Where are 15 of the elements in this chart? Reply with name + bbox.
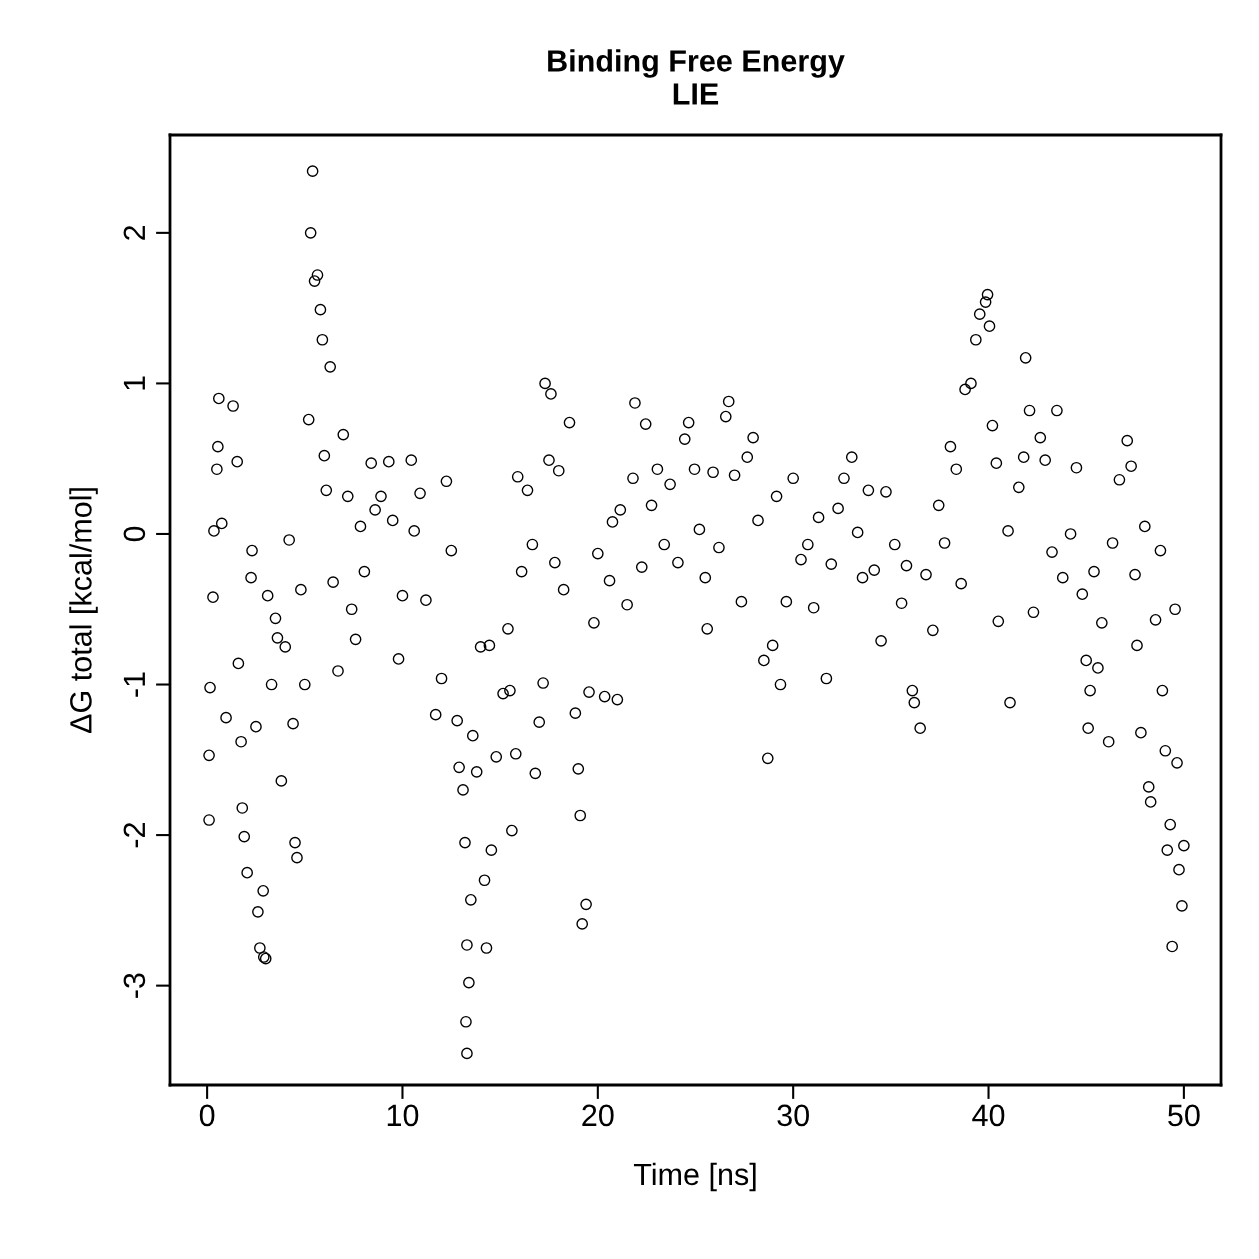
x-tick-label: 20 [582,1104,614,1127]
y-tick-label: -1 [123,672,145,697]
y-axis-title: ΔG total [kcal/mol] [69,488,98,734]
chart-title: Binding Free Energy LIE [548,49,845,105]
x-tick-label: 30 [777,1104,809,1127]
x-axis-title: Time [ns] [633,1162,756,1192]
x-tick-label: 0 [199,1104,215,1127]
x-tick-label: 40 [972,1104,1005,1127]
y-tick-label: 0 [123,526,146,542]
x-tick-label: 50 [1168,1104,1200,1127]
y-tick-label: -2 [123,823,145,848]
x-tick-label: 10 [387,1104,419,1127]
y-tick-label: 2 [123,225,145,240]
y-tick-label: -3 [123,973,146,998]
y-tick-label: 1 [123,376,145,390]
